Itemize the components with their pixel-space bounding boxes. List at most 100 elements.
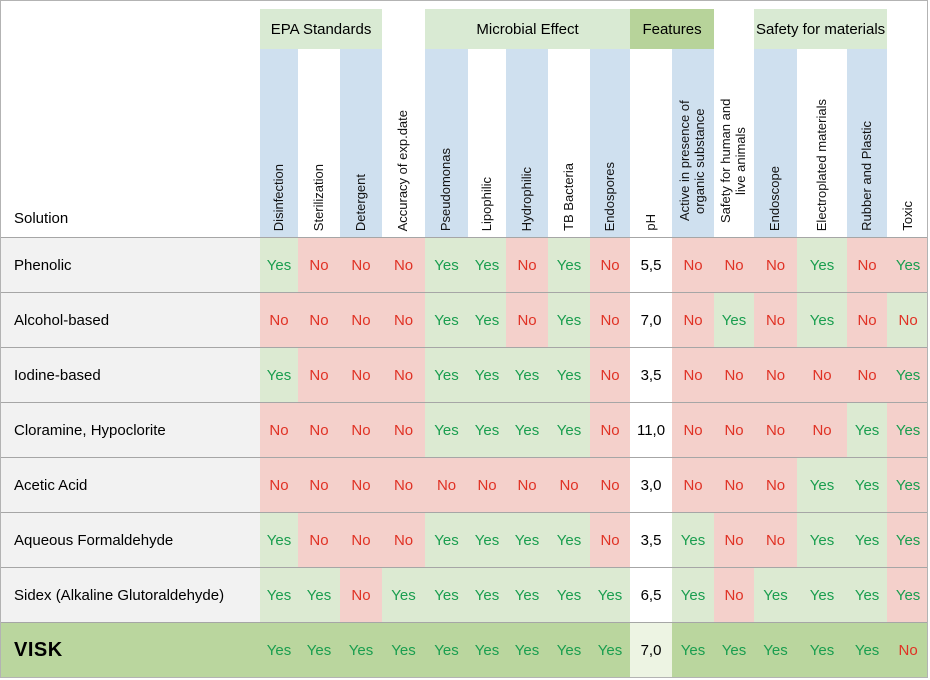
column-header-detergent: Detergent	[340, 49, 383, 238]
vertical-label-wrap: Endospores	[590, 49, 630, 237]
value-cell-lipophilic: Yes	[468, 622, 507, 677]
value-cell-sterilization: Yes	[298, 567, 340, 623]
value-cell-electroplated-materials: Yes	[797, 622, 848, 677]
value-cell-tb-bacteria: Yes	[548, 567, 591, 623]
value-cell-safety-for-human-and-live-animals: Yes	[714, 292, 755, 348]
column-header-label: Rubber and Plastic	[858, 121, 874, 231]
column-header-label: Hydrophilic	[518, 166, 534, 231]
group-header-label: Microbial Effect	[425, 9, 631, 49]
table-header: Solution EPA Standards Microbial Effect Fea…	[1, 1, 927, 238]
table-row-aqueous-formaldehyde: Aqueous Formaldehyde Yes No No No Yes Yes Yes Ye…	[1, 512, 927, 568]
column-header-accuracy-of-exp-date: Accuracy of exp.date	[382, 49, 426, 238]
value-cell-lipophilic: Yes	[468, 292, 507, 348]
value-cell-lipophilic: Yes	[468, 567, 507, 623]
value-cell-hydrophilic: Yes	[506, 402, 549, 458]
column-header-label: Toxic	[899, 201, 915, 231]
column-header-label: Sterilization	[310, 163, 326, 231]
row-label: Alcohol-based	[1, 292, 260, 348]
vertical-label-wrap: Electroplated materials	[797, 49, 847, 237]
value-cell-lipophilic: Yes	[468, 512, 507, 568]
column-header-endospores: Endospores	[590, 49, 631, 238]
row-label: VISK	[1, 622, 260, 677]
vertical-label-wrap: Rubber and Plastic	[847, 49, 887, 237]
value-cell-hydrophilic: No	[506, 237, 549, 293]
value-cell-pseudomonas: Yes	[425, 292, 469, 348]
row-label: Iodine-based	[1, 347, 260, 403]
value-cell-endospores: No	[590, 512, 631, 568]
column-header-label: Active in presence of organic substance	[677, 100, 708, 222]
value-cell-active-in-presence-of-organic-substance: No	[672, 292, 715, 348]
vertical-label-wrap: Pseudomonas	[425, 49, 468, 237]
value-cell-rubber-and-plastic: Yes	[847, 567, 888, 623]
ph-cell-ph: 3,5	[630, 347, 673, 403]
vertical-label-wrap: pH	[630, 49, 672, 237]
value-cell-disinfection: Yes	[260, 237, 298, 293]
row-label: Sidex (Alkaline Glutoraldehyde)	[1, 567, 260, 623]
ph-cell-ph: 7,0	[630, 292, 673, 348]
value-cell-hydrophilic: No	[506, 457, 549, 513]
row-label: Cloramine, Hypoclorite	[1, 402, 260, 458]
table-row-phenolic: Phenolic Yes No No No Yes Yes No Yes No 5,5 No No No Y…	[1, 237, 927, 293]
value-cell-toxic: No	[887, 292, 927, 348]
value-cell-disinfection: Yes	[260, 347, 298, 403]
value-cell-active-in-presence-of-organic-substance: No	[672, 457, 715, 513]
vertical-label-wrap: Toxic	[887, 49, 927, 237]
value-cell-active-in-presence-of-organic-substance: No	[672, 402, 715, 458]
ph-cell-ph: 5,5	[630, 237, 673, 293]
vertical-label-wrap: Detergent	[340, 49, 382, 237]
value-cell-endospores: Yes	[590, 622, 631, 677]
value-cell-endoscope: No	[754, 347, 798, 403]
value-cell-tb-bacteria: Yes	[548, 622, 591, 677]
table-row-alcohol-based: Alcohol-based No No No No Yes Yes No Yes No 7,0 No Y…	[1, 292, 927, 348]
value-cell-endospores: Yes	[590, 567, 631, 623]
column-header-label: Electroplated materials	[813, 98, 829, 231]
value-cell-tb-bacteria: Yes	[548, 237, 591, 293]
value-cell-rubber-and-plastic: Yes	[847, 402, 888, 458]
column-header-label: Disinfection	[270, 163, 286, 231]
value-cell-detergent: Yes	[340, 622, 383, 677]
value-cell-endospores: No	[590, 402, 631, 458]
group-header-features: Features	[630, 1, 715, 49]
value-cell-rubber-and-plastic: No	[847, 237, 888, 293]
value-cell-tb-bacteria: Yes	[548, 402, 591, 458]
value-cell-tb-bacteria: Yes	[548, 292, 591, 348]
vertical-label-wrap: Accuracy of exp.date	[382, 49, 425, 237]
value-cell-endospores: No	[590, 347, 631, 403]
column-header-label: Detergent	[352, 173, 368, 231]
column-header-pseudomonas: Pseudomonas	[425, 49, 469, 238]
value-cell-safety-for-human-and-live-animals: No	[714, 512, 755, 568]
value-cell-pseudomonas: No	[425, 457, 469, 513]
value-cell-sterilization: No	[298, 347, 340, 403]
group-header-spacer	[887, 1, 927, 49]
ph-cell-ph: 3,5	[630, 512, 673, 568]
value-cell-safety-for-human-and-live-animals: No	[714, 567, 755, 623]
value-cell-lipophilic: No	[468, 457, 507, 513]
value-cell-rubber-and-plastic: No	[847, 347, 888, 403]
column-header-endoscope: Endoscope	[754, 49, 798, 238]
value-cell-active-in-presence-of-organic-substance: Yes	[672, 567, 715, 623]
solution-column-header: Solution	[1, 1, 260, 238]
value-cell-toxic: No	[887, 622, 927, 677]
value-cell-tb-bacteria: Yes	[548, 512, 591, 568]
value-cell-tb-bacteria: No	[548, 457, 591, 513]
value-cell-electroplated-materials: Yes	[797, 237, 848, 293]
value-cell-accuracy-of-exp-date: No	[382, 292, 426, 348]
value-cell-pseudomonas: Yes	[425, 402, 469, 458]
value-cell-safety-for-human-and-live-animals: No	[714, 347, 755, 403]
value-cell-sterilization: No	[298, 457, 340, 513]
value-cell-active-in-presence-of-organic-substance: Yes	[672, 622, 715, 677]
group-header-microbial-effect: Microbial Effect	[425, 1, 631, 49]
row-label: Acetic Acid	[1, 457, 260, 513]
vertical-label-wrap: Active in presence of organic substance	[672, 49, 714, 237]
vertical-label-wrap: Sterilization	[298, 49, 340, 237]
value-cell-toxic: Yes	[887, 567, 927, 623]
value-cell-detergent: No	[340, 237, 383, 293]
group-header-label: EPA Standards	[260, 9, 383, 49]
value-cell-active-in-presence-of-organic-substance: No	[672, 347, 715, 403]
column-header-label: Accuracy of exp.date	[395, 109, 411, 231]
value-cell-detergent: No	[340, 402, 383, 458]
value-cell-electroplated-materials: Yes	[797, 292, 848, 348]
value-cell-hydrophilic: Yes	[506, 347, 549, 403]
value-cell-accuracy-of-exp-date: No	[382, 402, 426, 458]
